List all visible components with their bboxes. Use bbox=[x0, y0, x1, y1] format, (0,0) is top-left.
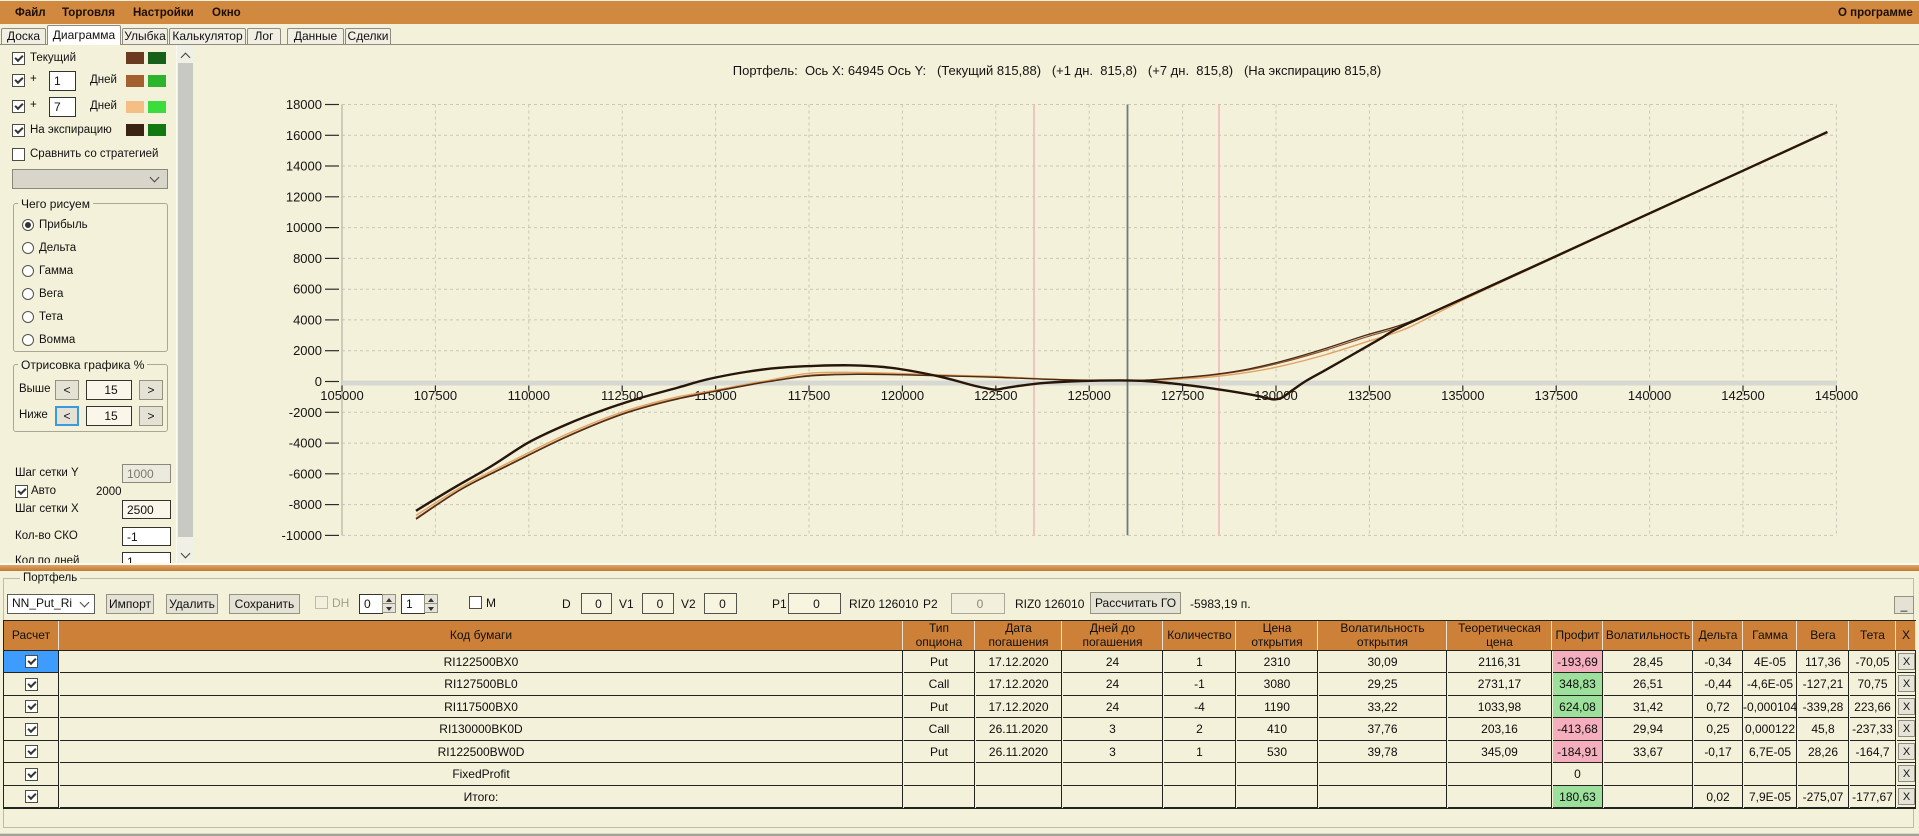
svg-text:127500: 127500 bbox=[1161, 388, 1204, 403]
svg-text:112500: 112500 bbox=[601, 388, 643, 403]
svg-text:18000: 18000 bbox=[286, 97, 322, 112]
svg-text:4000: 4000 bbox=[293, 312, 322, 327]
svg-text:120000: 120000 bbox=[881, 388, 924, 403]
svg-text:10000: 10000 bbox=[286, 220, 322, 235]
svg-text:12000: 12000 bbox=[286, 189, 322, 204]
svg-text:122500: 122500 bbox=[974, 388, 1017, 403]
svg-text:137500: 137500 bbox=[1535, 388, 1578, 403]
svg-text:-8000: -8000 bbox=[289, 497, 322, 512]
svg-text:140000: 140000 bbox=[1628, 388, 1671, 403]
svg-text:135000: 135000 bbox=[1441, 388, 1484, 403]
svg-text:107500: 107500 bbox=[414, 388, 457, 403]
svg-text:142500: 142500 bbox=[1721, 388, 1764, 403]
svg-text:132500: 132500 bbox=[1348, 388, 1391, 403]
svg-text:130000: 130000 bbox=[1254, 388, 1297, 403]
svg-text:105000: 105000 bbox=[320, 388, 363, 403]
svg-text:0: 0 bbox=[315, 374, 322, 389]
svg-text:8000: 8000 bbox=[293, 251, 322, 266]
svg-text:110000: 110000 bbox=[508, 388, 550, 403]
svg-text:-10000: -10000 bbox=[282, 528, 322, 543]
svg-text:14000: 14000 bbox=[286, 159, 322, 174]
svg-text:125000: 125000 bbox=[1068, 388, 1111, 403]
svg-text:-4000: -4000 bbox=[289, 436, 322, 451]
svg-text:Портфель: Ось X: 64945 Ось Y:: Портфель: Ось X: 64945 Ось Y: (Текущий 8… bbox=[733, 63, 1381, 78]
svg-text:6000: 6000 bbox=[293, 282, 322, 297]
svg-text:145000: 145000 bbox=[1815, 388, 1858, 403]
svg-text:-2000: -2000 bbox=[289, 405, 322, 420]
svg-text:2000: 2000 bbox=[293, 343, 322, 358]
svg-text:117500: 117500 bbox=[788, 388, 830, 403]
svg-text:-6000: -6000 bbox=[289, 466, 322, 481]
svg-text:16000: 16000 bbox=[286, 128, 322, 143]
